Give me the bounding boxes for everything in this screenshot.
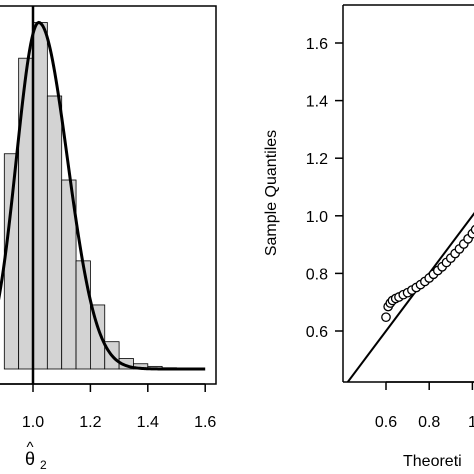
histogram-bar-5 <box>75 260 91 370</box>
histogram-x-tick-label-2: 1.4 <box>137 414 159 431</box>
histogram-bar-3 <box>46 95 63 370</box>
histogram-x-axis: 1.0 1.2 1.4 1.6 <box>0 383 216 431</box>
qq-point-23 <box>470 225 474 235</box>
x-label-subscript: 2 <box>40 458 47 472</box>
qq-y-axis-label: Sample Quantiles <box>263 130 280 256</box>
x-label-theta: θ <box>25 449 35 469</box>
qq-panel: Sample Quantiles 0.60.81.01.21.41.6 0.6 0… <box>263 4 474 470</box>
histogram-bar-6 <box>90 304 106 370</box>
histogram-bar-2 <box>32 22 48 370</box>
qq-y-tick-label-3: 1.2 <box>306 151 328 168</box>
qq-x-tick-label-0: 0.6 <box>375 414 397 431</box>
qq-points <box>381 225 474 323</box>
histogram-x-label: ^ θ 2 <box>25 439 47 472</box>
qq-y-tick-label-0: 0.6 <box>306 324 328 341</box>
density-curve <box>0 20 206 371</box>
qq-x-tick-label-1: 0.8 <box>418 414 440 431</box>
histogram-panel: 1.0 1.2 1.4 1.6 ^ θ 2 <box>0 5 217 472</box>
histogram-x-tick-label-1: 1.2 <box>79 414 101 431</box>
qq-y-tick-label-4: 1.4 <box>306 94 328 111</box>
qq-y-tick-label-5: 1.6 <box>306 36 328 53</box>
qq-point-0 <box>381 312 391 323</box>
qq-frame <box>342 4 474 383</box>
qq-y-tick-label-2: 1.0 <box>306 209 328 226</box>
qq-x-axis-label: Theoreti <box>403 453 462 470</box>
histogram-x-tick-label-0: 1.0 <box>22 414 44 431</box>
qq-y-axis: 0.6 0.8 1.0 1.2 1.4 1.6 <box>306 36 343 341</box>
x-label-hat: ^ <box>26 439 33 456</box>
histogram-x-tick-label-3: 1.6 <box>194 414 216 431</box>
histogram-bar-0 <box>3 153 20 370</box>
qq-y-tick-label-1: 0.8 <box>306 266 328 283</box>
qq-x-tick-label-2: 1 <box>468 414 474 431</box>
qq-x-axis: 0.6 0.8 1 <box>375 381 474 431</box>
